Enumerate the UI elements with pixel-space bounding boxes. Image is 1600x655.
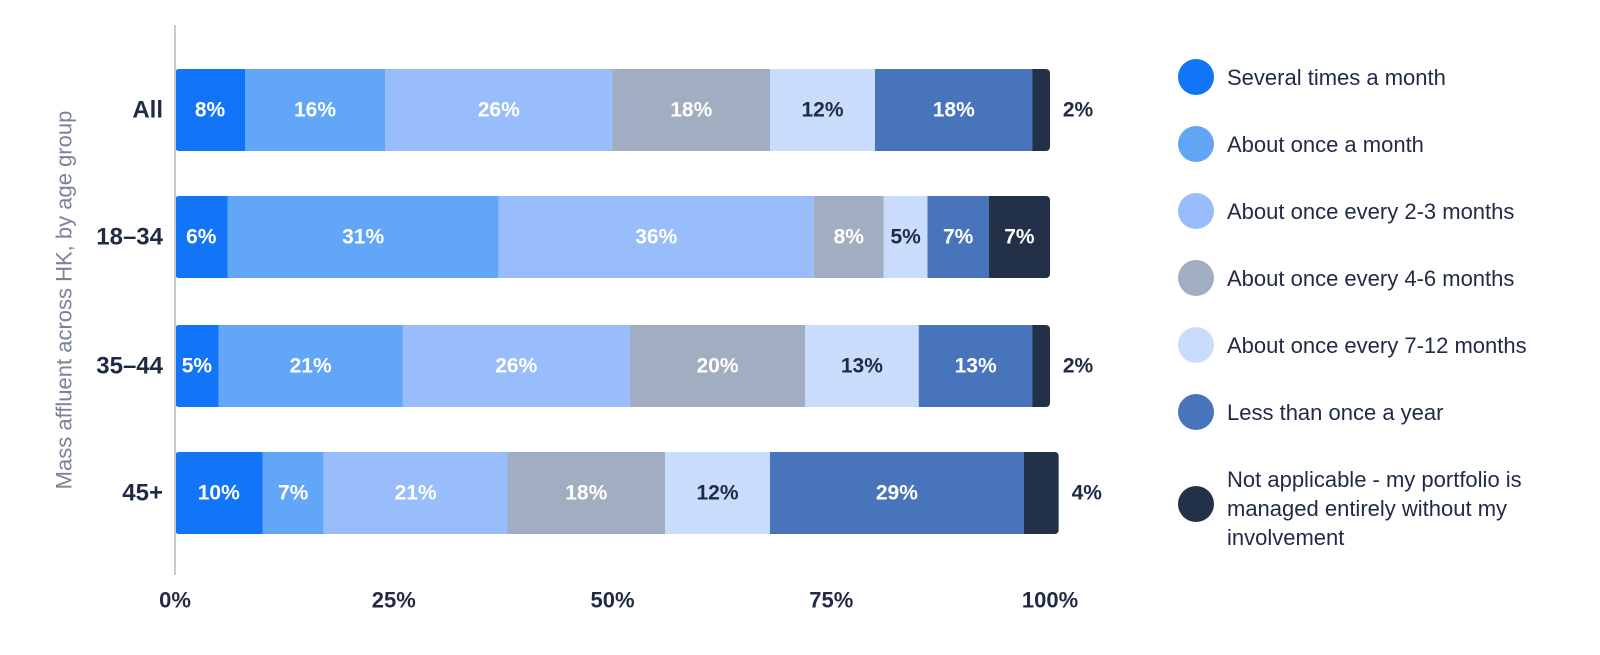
bar-row (175, 69, 1050, 151)
bar-segment (402, 325, 630, 407)
data-label: 16% (294, 99, 336, 122)
bar-segment (1032, 325, 1050, 407)
data-label: 36% (635, 226, 677, 249)
legend-item: About once a month (1178, 125, 1557, 162)
data-label: 7% (278, 482, 309, 505)
data-label: 29% (876, 482, 918, 505)
legend-swatch (1178, 59, 1214, 95)
legend-swatch (1178, 260, 1214, 296)
data-label: 7% (1004, 226, 1035, 249)
category-label: 18–34 (96, 224, 163, 251)
data-label: 18% (565, 482, 607, 505)
legend-item: About once every 7-12 months (1178, 326, 1557, 363)
category-label: 35–44 (96, 353, 163, 380)
bars-group: 8% 16% 26% 18% 12% 18% 2% 6% 31% 36% 8% 5% 7% 7% 5% 21%… (175, 69, 1102, 534)
data-label: 18% (670, 99, 712, 122)
data-label: 20% (696, 355, 738, 378)
bar-segment (805, 325, 919, 407)
bar-segment (175, 196, 228, 278)
bar-row (175, 325, 1050, 407)
data-label: 12% (801, 99, 843, 122)
bar-segment (218, 325, 403, 407)
data-label: 7% (943, 226, 974, 249)
data-label: 8% (834, 226, 865, 249)
x-axis-ticks: 0% 25% 50% 75% 100% (159, 588, 1078, 613)
bar-segment (612, 69, 770, 151)
x-tick-label: 50% (590, 588, 634, 613)
bar-row (175, 452, 1059, 534)
data-label: 2% (1063, 355, 1094, 378)
legend-item: Less than once a year (1178, 393, 1557, 430)
bar-segment (770, 69, 875, 151)
bar-segment (323, 452, 508, 534)
bar-segment (1032, 69, 1050, 151)
x-tick-label: 0% (159, 588, 191, 613)
data-label: 26% (478, 99, 520, 122)
bar-segment (813, 196, 884, 278)
legend-label: Not applicable - my portfolio is managed… (1227, 467, 1522, 550)
data-label: 5% (182, 355, 213, 378)
legend-swatch (1178, 126, 1214, 162)
bar-segment (245, 69, 385, 151)
data-label: 5% (890, 226, 921, 249)
bar-row (175, 196, 1050, 278)
legend-item: Several times a month (1178, 58, 1557, 95)
x-tick-label: 25% (372, 588, 416, 613)
legend-swatch (1178, 486, 1214, 522)
bar-segment (498, 196, 814, 278)
bar-segment (875, 69, 1033, 151)
category-label: 45+ (122, 480, 163, 507)
legend-label: About once every 7-12 months (1227, 333, 1527, 358)
legend-swatch (1178, 193, 1214, 229)
data-label: 13% (841, 355, 883, 378)
bar-segment (665, 452, 770, 534)
data-label: 4% (1072, 482, 1103, 505)
bar-segment (385, 69, 613, 151)
data-label: 13% (955, 355, 997, 378)
bar-segment (927, 196, 989, 278)
legend-label: About once every 2-3 months (1227, 199, 1515, 224)
category-labels: All 18–34 35–44 45+ (96, 97, 163, 507)
x-tick-label: 75% (809, 588, 853, 613)
data-label: 6% (186, 226, 217, 249)
legend-item: About once every 2-3 months (1178, 192, 1557, 229)
data-label: 31% (342, 226, 384, 249)
bar-segment (175, 69, 245, 151)
data-label: 12% (696, 482, 738, 505)
bar-segment (1023, 452, 1059, 534)
data-label: 21% (290, 355, 332, 378)
legend-label: About once every 4-6 months (1227, 266, 1515, 291)
legend-label: Less than once a year (1227, 400, 1444, 425)
bar-segment (175, 325, 219, 407)
legend-item: About once every 4-6 months (1178, 259, 1557, 296)
data-label: 26% (495, 355, 537, 378)
bar-segment (883, 196, 928, 278)
bar-segment (988, 196, 1050, 278)
data-label: 2% (1063, 99, 1094, 122)
category-label: All (132, 97, 163, 124)
data-label: 18% (933, 99, 975, 122)
data-label: 21% (395, 482, 437, 505)
legend-label: About once a month (1227, 132, 1424, 157)
legend-label: Several times a month (1227, 65, 1446, 90)
data-label: 8% (195, 99, 226, 122)
legend-item: Not applicable - my portfolio is managed… (1178, 460, 1557, 552)
bar-segment (507, 452, 665, 534)
bar-segment (262, 452, 324, 534)
bar-segment (918, 325, 1033, 407)
legend-swatch (1178, 394, 1214, 430)
bar-segment (175, 452, 263, 534)
y-axis-title: Mass affluent across HK, by age group (52, 111, 77, 490)
data-label: 10% (198, 482, 240, 505)
x-tick-label: 100% (1022, 588, 1078, 613)
legend-swatch (1178, 327, 1214, 363)
stacked-bar-chart: 8% 16% 26% 18% 12% 18% 2% 6% 31% 36% 8% 5% 7% 7% 5% 21%… (52, 25, 1102, 613)
bar-segment (227, 196, 499, 278)
bar-segment (770, 452, 1024, 534)
bar-segment (630, 325, 805, 407)
